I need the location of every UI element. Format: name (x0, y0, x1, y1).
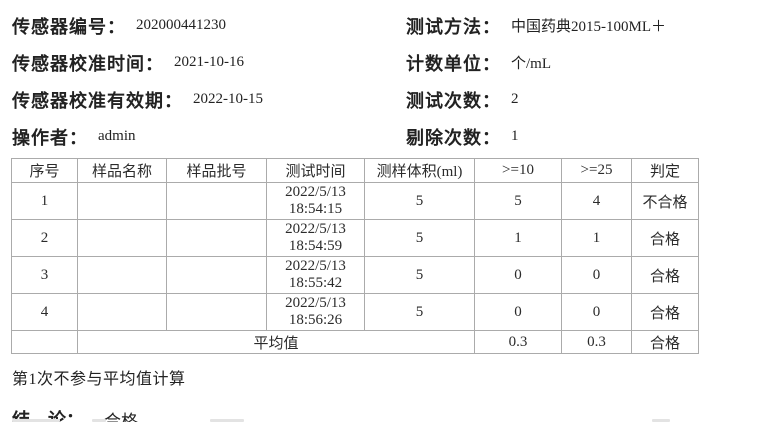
cell-sample-batch (166, 219, 267, 257)
table-row: 1 2022/5/13 18:54:15 5 5 4 不合格 (11, 182, 699, 220)
cell-no: 2 (11, 219, 78, 257)
count-unit-value: 个/mL (511, 56, 551, 72)
cell-no-empty (11, 330, 78, 354)
cell-volume: 5 (364, 219, 475, 257)
cell-sample-batch (166, 182, 267, 220)
test-method-value: 中国药典2015-100ML＋ (511, 19, 666, 35)
cell-ge25: 0 (561, 256, 632, 294)
cell-no: 3 (11, 256, 78, 294)
table-row: 3 2022/5/13 18:55:42 5 0 0 合格 (11, 256, 699, 294)
average-label-cell: 平均值 (77, 330, 475, 354)
cut-off-text-fragment (92, 419, 106, 422)
header-result: 判定 (631, 158, 699, 183)
cell-test-time: 2022/5/13 18:54:59 (266, 219, 365, 257)
header-ge10: >=10 (474, 158, 562, 183)
cell-ge10: 0 (474, 293, 562, 331)
cell-test-time: 2022/5/13 18:55:42 (266, 256, 365, 294)
cell-test-time: 2022/5/13 18:56:26 (266, 293, 365, 331)
exclusion-note: 第1次不参与平均值计算 (12, 371, 186, 388)
cell-ge25: 4 (561, 182, 632, 220)
table-row: 2 2022/5/13 18:54:59 5 1 1 合格 (11, 219, 699, 257)
operator-label: 操作者： (12, 127, 88, 148)
cell-volume: 5 (364, 182, 475, 220)
sensor-number-value: 202000441230 (136, 17, 226, 33)
results-table: 序号 样品名称 样品批号 测试时间 测样体积(ml) >=10 >=25 判定 … (11, 158, 699, 354)
cell-no: 1 (11, 182, 78, 220)
reject-count-line: 剔除次数： 1 (406, 118, 666, 155)
average-ge25: 0.3 (561, 330, 632, 354)
cell-ge10: 0 (474, 256, 562, 294)
cell-ge25: 1 (561, 219, 632, 257)
header-sample-batch: 样品批号 (166, 158, 267, 183)
header-sample-name: 样品名称 (77, 158, 167, 183)
test-count-label: 测试次数： (406, 90, 501, 111)
average-result: 合格 (631, 330, 699, 354)
cell-ge10: 1 (474, 219, 562, 257)
info-column-left: 传感器编号： 202000441230 传感器校准时间： 2021-10-16 … (0, 7, 393, 155)
average-ge10: 0.3 (474, 330, 562, 354)
test-count-value: 2 (511, 91, 519, 107)
cell-result: 不合格 (631, 182, 699, 220)
header-test-time: 测试时间 (266, 158, 365, 183)
sensor-calibration-expiry-value: 2022-10-15 (193, 91, 263, 107)
cell-sample-name (77, 182, 167, 220)
cell-result: 合格 (631, 219, 699, 257)
cell-sample-batch (166, 293, 267, 331)
cell-result: 合格 (631, 293, 699, 331)
conclusion-value: 合格 (104, 411, 138, 422)
cut-off-text-fragment (210, 419, 244, 422)
test-method-label: 测试方法： (406, 16, 501, 37)
cell-ge10: 5 (474, 182, 562, 220)
header-sample-volume: 测样体积(ml) (364, 158, 475, 183)
sensor-calibration-date-value: 2021-10-16 (174, 54, 244, 70)
info-column-right: 测试方法： 中国药典2015-100ML＋ 计数单位： 个/mL 测试次数： 2… (393, 7, 666, 155)
count-unit-label: 计数单位： (406, 53, 501, 74)
sensor-number-line: 传感器编号： 202000441230 (12, 7, 393, 44)
cell-no: 4 (11, 293, 78, 331)
cell-sample-name (77, 293, 167, 331)
average-row: 平均值 0.3 0.3 合格 (11, 330, 699, 354)
table-header-row: 序号 样品名称 样品批号 测试时间 测样体积(ml) >=10 >=25 判定 (11, 158, 699, 183)
sensor-calibration-date-label: 传感器校准时间： (12, 53, 164, 74)
header-ge25: >=25 (561, 158, 632, 183)
cell-volume: 5 (364, 293, 475, 331)
cut-off-text-fragments (0, 417, 780, 422)
sensor-calibration-date-line: 传感器校准时间： 2021-10-16 (12, 44, 393, 81)
table-row: 4 2022/5/13 18:56:26 5 0 0 合格 (11, 293, 699, 331)
cell-result: 合格 (631, 256, 699, 294)
sensor-calibration-expiry-line: 传感器校准有效期： 2022-10-15 (12, 81, 393, 118)
report-info-section: 传感器编号： 202000441230 传感器校准时间： 2021-10-16 … (0, 0, 780, 155)
test-method-line: 测试方法： 中国药典2015-100ML＋ (406, 7, 666, 44)
operator-line: 操作者： admin (12, 118, 393, 155)
reject-count-value: 1 (511, 128, 519, 144)
cell-volume: 5 (364, 256, 475, 294)
cell-sample-name (77, 256, 167, 294)
reject-count-label: 剔除次数： (406, 127, 501, 148)
test-count-line: 测试次数： 2 (406, 81, 666, 118)
sensor-number-label: 传感器编号： (12, 16, 126, 37)
cut-off-text-fragment (652, 419, 670, 422)
cell-sample-batch (166, 256, 267, 294)
cut-off-text-fragment (12, 419, 60, 422)
operator-value: admin (98, 128, 136, 144)
sensor-calibration-expiry-label: 传感器校准有效期： (12, 90, 183, 111)
count-unit-line: 计数单位： 个/mL (406, 44, 666, 81)
cell-sample-name (77, 219, 167, 257)
cell-ge25: 0 (561, 293, 632, 331)
header-no: 序号 (11, 158, 78, 183)
cell-test-time: 2022/5/13 18:54:15 (266, 182, 365, 220)
